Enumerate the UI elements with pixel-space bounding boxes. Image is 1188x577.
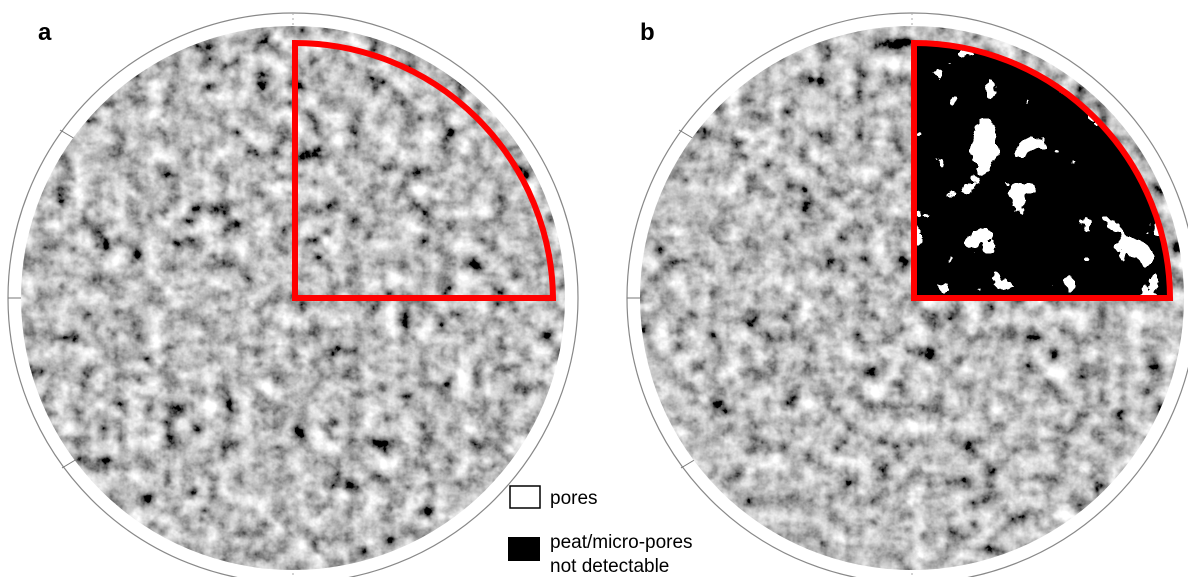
- legend-swatch: [510, 486, 540, 508]
- legend-label: pores: [550, 488, 598, 509]
- panel-b: b: [627, 13, 1188, 577]
- legend: pores peat/micro-pores not detectable: [508, 486, 693, 577]
- legend-label: not detectable: [550, 556, 669, 577]
- legend-label: peat/micro-pores: [550, 532, 693, 553]
- binary-image: [914, 43, 1170, 298]
- figure: a b pores peat/micro-pores not detectabl…: [0, 0, 1188, 577]
- panel-label: a: [38, 19, 52, 46]
- legend-swatch: [508, 537, 540, 561]
- panel-a: a: [8, 13, 578, 577]
- panel-label: b: [640, 19, 655, 46]
